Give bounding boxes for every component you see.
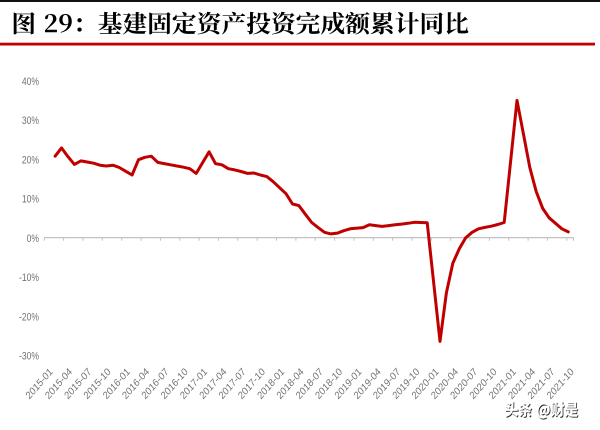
svg-text:40%: 40%: [22, 76, 39, 88]
svg-text:-30%: -30%: [19, 351, 39, 363]
svg-text:-10%: -10%: [19, 272, 39, 284]
svg-text:30%: 30%: [22, 115, 39, 127]
svg-text:0%: 0%: [27, 233, 39, 245]
svg-text:-20%: -20%: [19, 311, 39, 323]
svg-text:20%: 20%: [22, 154, 39, 166]
svg-text:10%: 10%: [22, 194, 39, 206]
